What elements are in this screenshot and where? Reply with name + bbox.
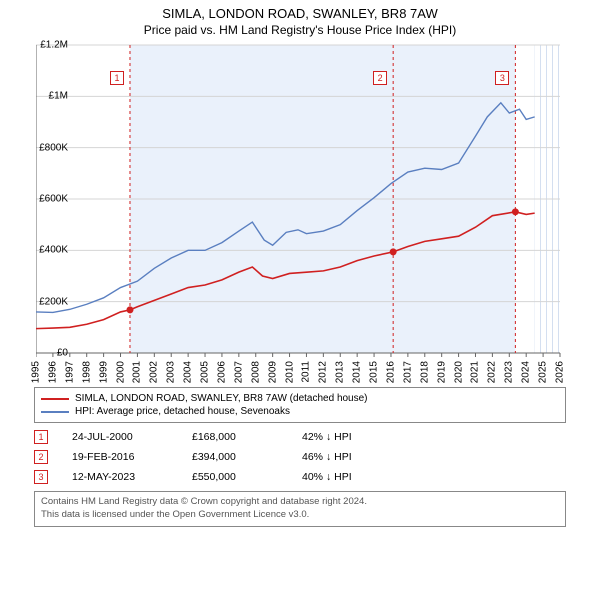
chart-container: SIMLA, LONDON ROAD, SWANLEY, BR8 7AW Pri… <box>0 0 600 590</box>
x-tick-label: 2012 <box>318 361 329 383</box>
x-tick-label: 2005 <box>200 361 211 383</box>
sale-date: 12-MAY-2023 <box>72 471 192 483</box>
sale-price: £550,000 <box>192 471 302 483</box>
x-tick-label: 2015 <box>369 361 380 383</box>
x-tick-label: 2001 <box>132 361 143 383</box>
sale-price: £168,000 <box>192 431 302 443</box>
sale-marker-icon: 1 <box>34 430 48 444</box>
legend: SIMLA, LONDON ROAD, SWANLEY, BR8 7AW (de… <box>34 387 566 423</box>
chart-marker-box: 3 <box>495 71 509 85</box>
sale-pct: 42% ↓ HPI <box>302 431 372 443</box>
x-tick-label: 2000 <box>115 361 126 383</box>
x-tick-label: 2021 <box>470 361 481 383</box>
sale-date: 19-FEB-2016 <box>72 451 192 463</box>
x-tick-label: 2025 <box>538 361 549 383</box>
x-tick-label: 2018 <box>419 361 430 383</box>
y-tick-label: £1M <box>28 91 68 102</box>
x-tick-label: 2011 <box>301 361 312 383</box>
legend-label: HPI: Average price, detached house, Seve… <box>75 406 290 417</box>
x-tick-label: 2009 <box>267 361 278 383</box>
x-tick-label: 2024 <box>521 361 532 383</box>
x-tick-label: 1997 <box>64 361 75 383</box>
x-tick-label: 2019 <box>436 361 447 383</box>
x-tick-label: 2023 <box>504 361 515 383</box>
x-tick-label: 2004 <box>183 361 194 383</box>
sale-marker-icon: 2 <box>34 450 48 464</box>
x-tick-label: 2020 <box>453 361 464 383</box>
sale-pct: 40% ↓ HPI <box>302 471 372 483</box>
chart-subtitle: Price paid vs. HM Land Registry's House … <box>0 21 600 41</box>
chart-svg <box>36 41 564 381</box>
sales-table: 1 24-JUL-2000 £168,000 42% ↓ HPI 2 19-FE… <box>34 427 566 487</box>
legend-line-icon <box>41 398 69 400</box>
x-tick-label: 1995 <box>31 361 42 383</box>
y-tick-label: £400K <box>28 245 68 256</box>
table-row: 2 19-FEB-2016 £394,000 46% ↓ HPI <box>34 447 566 467</box>
sale-marker-icon: 3 <box>34 470 48 484</box>
x-tick-label: 2006 <box>216 361 227 383</box>
table-row: 1 24-JUL-2000 £168,000 42% ↓ HPI <box>34 427 566 447</box>
x-tick-label: 1999 <box>98 361 109 383</box>
chart-area: £0£200K£400K£600K£800K£1M£1.2M 199519961… <box>36 41 596 381</box>
sale-price: £394,000 <box>192 451 302 463</box>
legend-label: SIMLA, LONDON ROAD, SWANLEY, BR8 7AW (de… <box>75 393 368 404</box>
x-tick-label: 1996 <box>47 361 58 383</box>
x-tick-label: 2017 <box>402 361 413 383</box>
x-tick-label: 1998 <box>81 361 92 383</box>
x-tick-label: 2014 <box>352 361 363 383</box>
legend-line-icon <box>41 411 69 413</box>
x-tick-label: 2002 <box>149 361 160 383</box>
chart-marker-box: 1 <box>110 71 124 85</box>
sale-pct: 46% ↓ HPI <box>302 451 372 463</box>
chart-title: SIMLA, LONDON ROAD, SWANLEY, BR8 7AW <box>0 0 600 21</box>
x-tick-label: 2010 <box>284 361 295 383</box>
y-tick-label: £0 <box>28 348 68 359</box>
x-tick-label: 2003 <box>166 361 177 383</box>
x-tick-label: 2016 <box>385 361 396 383</box>
x-tick-label: 2013 <box>335 361 346 383</box>
attribution: Contains HM Land Registry data © Crown c… <box>34 491 566 527</box>
sale-date: 24-JUL-2000 <box>72 431 192 443</box>
x-tick-label: 2008 <box>250 361 261 383</box>
table-row: 3 12-MAY-2023 £550,000 40% ↓ HPI <box>34 467 566 487</box>
y-tick-label: £600K <box>28 194 68 205</box>
attribution-line: Contains HM Land Registry data © Crown c… <box>41 496 559 509</box>
x-tick-label: 2007 <box>233 361 244 383</box>
chart-marker-box: 2 <box>373 71 387 85</box>
legend-row-hpi: HPI: Average price, detached house, Seve… <box>41 405 559 418</box>
attribution-line: This data is licensed under the Open Gov… <box>41 509 559 522</box>
y-tick-label: £1.2M <box>28 40 68 51</box>
x-tick-label: 2022 <box>487 361 498 383</box>
y-tick-label: £800K <box>28 142 68 153</box>
y-tick-label: £200K <box>28 296 68 307</box>
legend-row-price-paid: SIMLA, LONDON ROAD, SWANLEY, BR8 7AW (de… <box>41 392 559 405</box>
x-tick-label: 2026 <box>555 361 566 383</box>
